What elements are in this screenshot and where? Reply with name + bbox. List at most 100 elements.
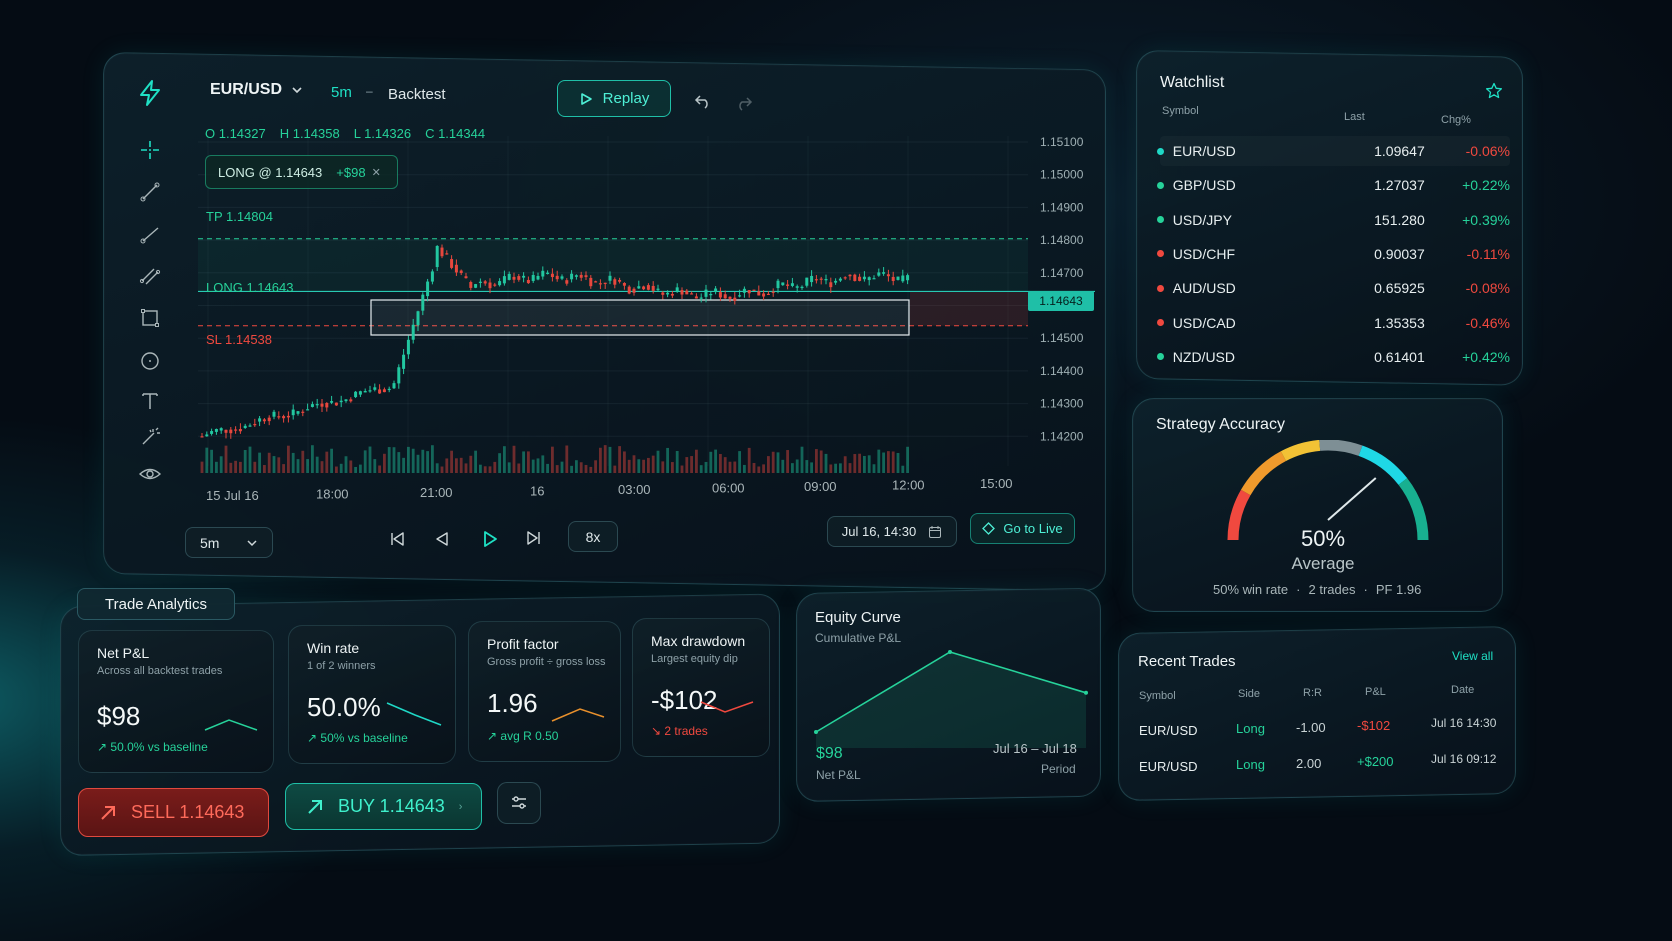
skip-end-icon[interactable] <box>525 529 543 552</box>
volume-bar <box>704 461 708 473</box>
magic-icon[interactable] <box>137 424 163 450</box>
channel-icon[interactable] <box>137 263 163 289</box>
metric-card[interactable]: Profit factor Gross profit ÷ gross loss 1.… <box>468 621 621 762</box>
timeframe-label[interactable]: 5m <box>331 84 352 101</box>
time-tick-label: 21:00 <box>420 485 453 500</box>
trend-line-icon[interactable] <box>137 179 163 205</box>
crosshair-icon[interactable] <box>137 137 163 163</box>
status-dot <box>1157 353 1164 361</box>
watchlist-row[interactable]: USD/JPY 151.280 +0.39% <box>1157 205 1510 235</box>
candle-body <box>762 293 766 297</box>
skip-start-icon[interactable] <box>388 530 406 553</box>
metric-card[interactable]: Win rate 1 of 2 winners 50.0% ↗ 50% vs base… <box>288 625 456 764</box>
watchlist-row[interactable]: GBP/USD 1.27037 +0.22% <box>1157 170 1510 200</box>
live-icon <box>982 522 996 535</box>
candle-body <box>430 271 434 282</box>
analytics-tab[interactable]: Trade Analytics <box>77 588 235 620</box>
step-back-icon[interactable] <box>433 530 451 553</box>
rectangle-icon[interactable] <box>137 305 163 331</box>
volume-bar <box>239 461 242 473</box>
sell-button[interactable]: SELL 1.14643 <box>78 788 269 837</box>
candle-body <box>248 425 252 427</box>
watchlist-symbol: NZD/USD <box>1172 348 1236 365</box>
volume-bar <box>608 446 612 473</box>
equity-point <box>948 650 952 654</box>
datetime-picker[interactable]: Jul 16, 14:30 <box>827 516 957 547</box>
view-all-link[interactable]: View all <box>1452 649 1494 663</box>
play-icon[interactable] <box>480 529 500 554</box>
symbol-selector[interactable]: EUR/USD <box>210 81 304 99</box>
text-icon[interactable] <box>137 388 163 414</box>
replay-button[interactable]: Replay <box>557 80 671 117</box>
close-icon[interactable]: ✕ <box>371 166 381 179</box>
watchlist-row[interactable]: AUD/USD 0.65925 -0.08% <box>1157 273 1510 303</box>
recent-symbol[interactable]: EUR/USD <box>1139 759 1198 774</box>
candle-body <box>709 293 713 296</box>
metric-delta: ↗ 50.0% vs baseline <box>97 740 208 754</box>
volume-bar <box>315 456 319 473</box>
volume-bar <box>791 463 794 473</box>
volume-bar <box>248 446 252 473</box>
speed-button[interactable]: 8x <box>568 521 618 552</box>
volume-bar <box>719 454 722 473</box>
candle-body <box>690 293 694 295</box>
buy-button[interactable]: BUY 1.14643 › <box>285 783 482 830</box>
watchlist-row[interactable]: NZD/USD 0.61401 +0.42% <box>1157 342 1510 372</box>
logo-icon[interactable] <box>135 78 165 108</box>
watchlist-last: 1.09647 <box>1374 143 1425 159</box>
candle-body <box>670 293 674 296</box>
candle-body <box>238 429 242 432</box>
status-dot <box>1157 181 1164 189</box>
candle-body <box>598 283 602 285</box>
metric-card[interactable]: Net P&L Across all backtest trades $98 ↗ 50… <box>78 630 274 773</box>
volume-bar <box>493 461 497 473</box>
volume-bar <box>258 452 261 473</box>
settings-button[interactable] <box>497 782 541 824</box>
candle-body <box>853 274 857 281</box>
equity-chart <box>814 650 1088 748</box>
position-tag[interactable]: LONG @ 1.14643 +$98 ✕ <box>205 155 398 189</box>
candle-body <box>637 286 641 289</box>
volume-bar <box>527 451 530 473</box>
price-tick-label: 1.14400 <box>1040 364 1084 378</box>
candle-body <box>210 431 214 434</box>
timeframe-select[interactable]: 5m <box>185 527 273 558</box>
watchlist-row[interactable]: USD/CHF 0.90037 -0.11% <box>1157 239 1510 269</box>
metric-title: Win rate <box>307 640 360 656</box>
volume-bar <box>253 461 257 473</box>
volume-bar <box>637 459 641 473</box>
volume-bar <box>647 457 650 473</box>
candle-body <box>267 417 271 422</box>
star-icon[interactable] <box>1485 82 1503 105</box>
watchlist-chg: +0.22% <box>1462 177 1510 194</box>
volume-bar <box>272 456 276 473</box>
watchlist-last: 0.61401 <box>1374 348 1425 365</box>
equity-area <box>816 652 1086 748</box>
eye-icon[interactable] <box>137 461 163 487</box>
price-chart[interactable]: 1.15100 1.15000 1.14900 1.14800 1.14700 1.146… <box>190 128 1110 513</box>
recent-date: Jul 16 14:30 <box>1431 716 1497 730</box>
recent-symbol[interactable]: EUR/USD <box>1139 723 1198 738</box>
volume-bar <box>810 462 813 473</box>
circle-icon[interactable] <box>137 348 163 374</box>
volume-bar <box>819 450 823 473</box>
volume-bar <box>863 455 866 473</box>
stop-loss-zone <box>910 291 1028 326</box>
candle-body <box>771 291 775 293</box>
go-to-live-button[interactable]: Go to Live <box>970 513 1075 544</box>
candle-body <box>570 273 574 280</box>
watchlist-row[interactable]: USD/CAD 1.35353 -0.46% <box>1157 308 1510 338</box>
volume-bar <box>464 463 468 473</box>
dash-divider: – <box>366 84 373 98</box>
accuracy-trades: 2 trades <box>1308 582 1356 597</box>
metric-card[interactable]: Max drawdown Largest equity dip -$102 ↘ 2 t… <box>632 618 770 757</box>
candle-body <box>498 281 502 286</box>
volume-bar <box>224 445 228 473</box>
candle-body <box>363 390 367 393</box>
candle-body <box>368 390 372 392</box>
redo-icon[interactable] <box>735 94 753 117</box>
status-dot <box>1157 147 1164 155</box>
undo-icon[interactable] <box>694 92 712 115</box>
ray-icon[interactable] <box>137 221 163 247</box>
watchlist-row[interactable]: EUR/USD 1.09647 -0.06% <box>1157 136 1510 166</box>
